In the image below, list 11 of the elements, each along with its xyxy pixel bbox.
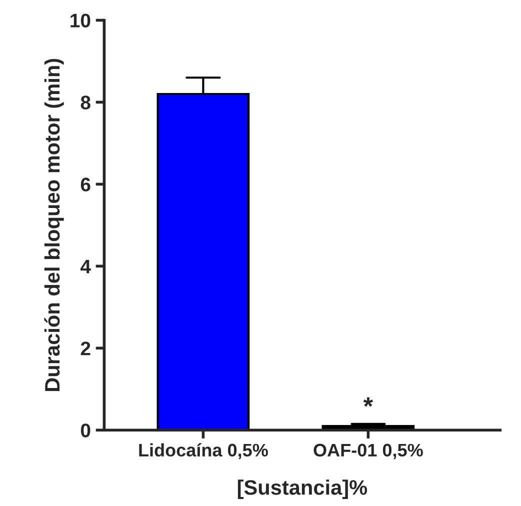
x-tick-label: Lidocaína 0,5% — [139, 443, 268, 460]
y-tick-label: 2 — [80, 342, 90, 356]
annotation: * — [363, 397, 374, 407]
y-axis-title: Duración del bloqueo motor (min) — [44, 58, 64, 392]
x-tick-label: OAF-01 0,5% — [314, 444, 423, 460]
y-tick-label: 8 — [80, 96, 90, 110]
y-tick-label: 4 — [80, 260, 91, 274]
y-tick-label: 10 — [70, 14, 90, 28]
y-tick-label: 6 — [80, 178, 90, 192]
y-tick-label: 0 — [80, 424, 90, 438]
x-axis-title: [Sustancia]% — [238, 480, 368, 499]
